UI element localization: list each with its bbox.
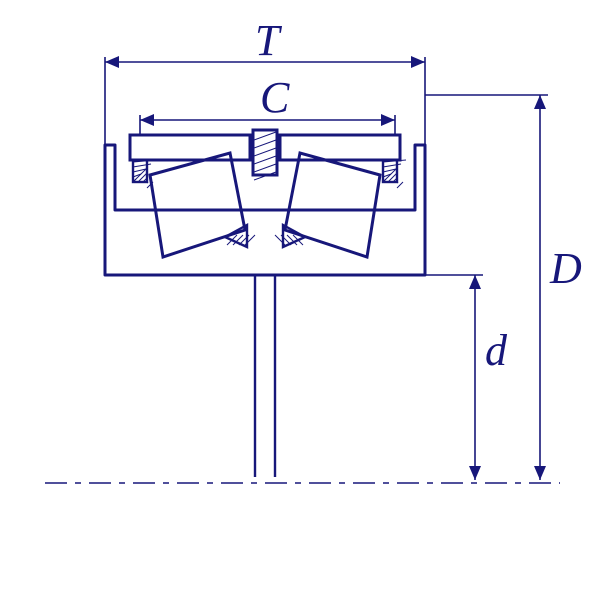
hatch-line — [397, 182, 398, 183]
cage-tab-right-outer — [383, 160, 397, 182]
hatch-line — [254, 148, 276, 156]
outer-ring-outline — [105, 145, 425, 275]
hatch-line — [254, 140, 276, 148]
hatch-line — [383, 164, 401, 167]
cage-tab-left-outer — [133, 160, 147, 182]
dim-arrowhead — [469, 466, 481, 480]
hatch-line — [254, 156, 276, 164]
label-T: T — [255, 16, 283, 65]
label-C: C — [260, 73, 290, 122]
hatch-line — [254, 164, 276, 172]
hatch-line — [147, 182, 148, 183]
dim-arrowhead — [381, 114, 395, 126]
hatch-line — [133, 164, 151, 167]
dim-arrowhead — [469, 275, 481, 289]
dim-arrowhead — [105, 56, 119, 68]
dim-arrowhead — [534, 95, 546, 109]
label-D: D — [549, 244, 582, 293]
dim-arrowhead — [534, 466, 546, 480]
hatch-line — [254, 132, 276, 140]
label-d: d — [485, 326, 508, 375]
dim-arrowhead — [411, 56, 425, 68]
dim-arrowhead — [140, 114, 154, 126]
